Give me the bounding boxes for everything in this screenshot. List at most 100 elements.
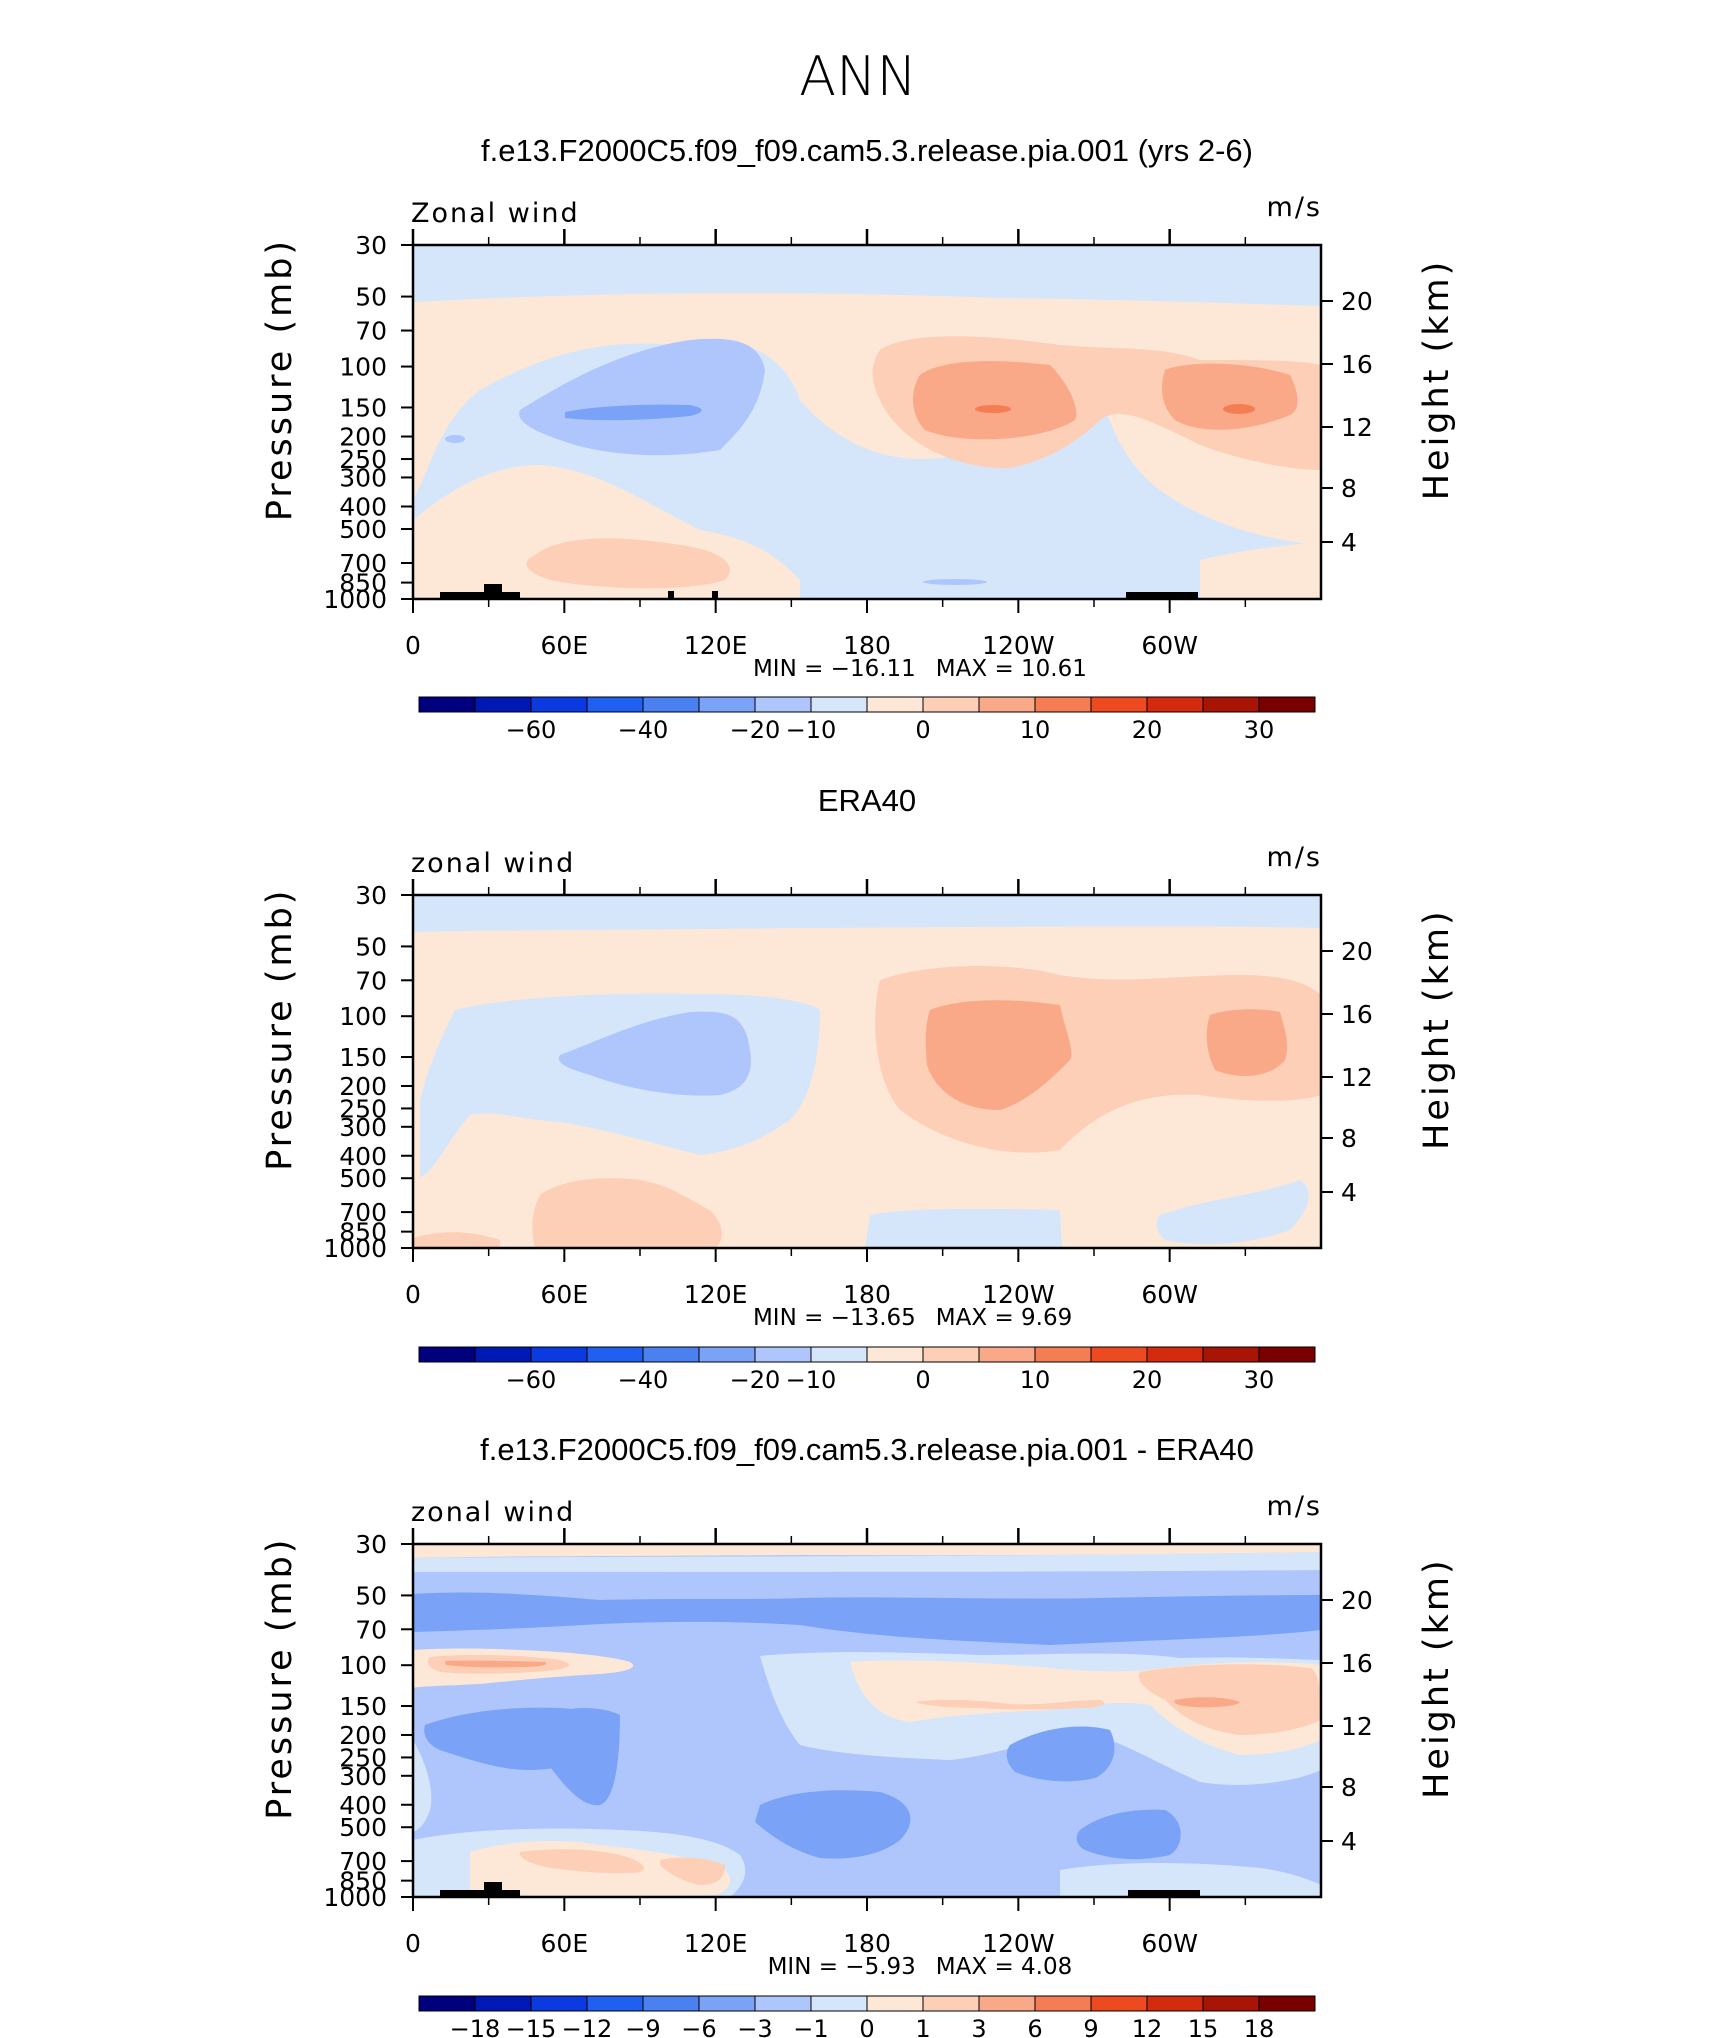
y-tick-label: 200: [339, 1721, 387, 1750]
y-right-tick-label: 16: [1341, 350, 1373, 379]
y-right-tick-label: 12: [1341, 413, 1373, 442]
units-label: m/s: [1267, 192, 1322, 223]
colorbar-tick-label: 6: [1027, 2015, 1042, 2038]
x-tick-label: 0: [405, 1929, 421, 1958]
colorbar-tick-label: 30: [1244, 1366, 1275, 1394]
y-tick-label: 200: [339, 423, 387, 452]
contour-top-lightband: [413, 1552, 1321, 1572]
colorbar-tick-label: 20: [1132, 716, 1163, 744]
y-tick-label: 500: [339, 1813, 387, 1842]
y-axis-title: Pressure (mb): [260, 888, 300, 1171]
contour-pos10-lower: [519, 1849, 644, 1874]
y-tick-label: 30: [355, 881, 387, 910]
colorbar-box: [642, 696, 700, 713]
colorbar-tick-label: −20: [730, 716, 781, 744]
contour-pos10-lower2: [660, 1857, 725, 1885]
contour-neg-lower-east: [1156, 1180, 1309, 1245]
x-tick-label: 180: [843, 1929, 891, 1958]
colorbar-box: [866, 696, 924, 713]
colorbar-tick-label: 18: [1244, 2015, 1275, 2038]
colorbar-box: [586, 1995, 644, 2012]
colorbar-box: [1034, 1346, 1092, 1363]
y-tick-label: 100: [339, 353, 387, 382]
x-tick-label: 120E: [684, 631, 748, 660]
y-tick-label: 500: [339, 515, 387, 544]
panel-model: f.e13.F2000C5.f09_f09.cam5.3.release.pia…: [411, 133, 1323, 601]
colorbar-box: [642, 1346, 700, 1363]
contour-top-pos-band: [413, 1544, 1321, 1558]
y-tick-label: 850: [339, 1867, 387, 1896]
colorbar-box: [1258, 1346, 1316, 1363]
colorbar-tick-label: −3: [737, 2015, 772, 2038]
colorbar-box: [1202, 696, 1260, 713]
y-right-tick-label: 20: [1341, 1586, 1373, 1615]
x-tick-label: 180: [843, 631, 891, 660]
y-tick-label: 400: [339, 1791, 387, 1820]
colorbar-box: [866, 1346, 924, 1363]
y-right-tick-label: 16: [1341, 1649, 1373, 1678]
units-label: m/s: [1267, 1491, 1322, 1522]
y-right-tick-label: 12: [1341, 1063, 1373, 1092]
y-tick-label: 850: [339, 569, 387, 598]
contour-neg10-west: [558, 1011, 751, 1096]
contour-neg10-dot: [445, 435, 465, 443]
y-tick-label: 1000: [323, 585, 387, 614]
y-axis-title: Pressure (mb): [260, 238, 300, 521]
variable-label: Zonal wind: [411, 198, 580, 229]
colorbar-tick-label: −15: [506, 2015, 557, 2038]
y-tick-label: 250: [339, 445, 387, 474]
colorbar-tick-label: −1: [793, 2015, 828, 2038]
contour-neg6-upper: [413, 1592, 1321, 1645]
y-tick-label: 70: [355, 1615, 387, 1644]
y-tick-label: 50: [355, 932, 387, 961]
contour-10-lower: [526, 538, 730, 589]
colorbar-box: [754, 1346, 812, 1363]
x-tick-label: 120W: [982, 631, 1054, 660]
colorbar-tick-label: 0: [859, 2015, 874, 2038]
panel-obs: ERA40 zonal wind m/s: [411, 783, 1323, 1250]
y-tick-label: 250: [339, 1743, 387, 1772]
y-tick-label: 300: [339, 1762, 387, 1791]
y-tick-label: 850: [339, 1218, 387, 1247]
contour-positive-bottom-right: [1200, 542, 1321, 599]
y-right-tick-label: 20: [1341, 937, 1373, 966]
colorbar-tick-label: −9: [625, 2015, 660, 2038]
x-tick-label: 60E: [541, 631, 589, 660]
y-right-axis-title: Height (km): [1417, 259, 1457, 501]
contour-neg6-right: [1006, 1726, 1115, 1782]
y-tick-label: 150: [339, 1692, 387, 1721]
y-tick-label: 70: [355, 317, 387, 346]
colorbar-box: [1146, 696, 1204, 713]
x-tick-label: 60E: [541, 1929, 589, 1958]
colorbar-tick-label: −60: [506, 1366, 557, 1394]
contour-neg-top-band: [413, 895, 1321, 932]
colorbar-tick-label: 0: [915, 716, 930, 744]
y-tick-label: 700: [339, 549, 387, 578]
colorbar-tick-label: −6: [681, 2015, 716, 2038]
colorbar-tick-label: 1: [915, 2015, 930, 2038]
min-label: MIN = −16.11: [753, 656, 916, 682]
colorbar-box: [1258, 696, 1316, 713]
colorbar-tick-label: 0: [915, 1366, 930, 1394]
colorbar-tick-label: −10: [786, 1366, 837, 1394]
colorbar-tick-label: 15: [1188, 2015, 1219, 2038]
contour-10-lower: [532, 1178, 722, 1248]
y-right-axis-title: Height (km): [1417, 1557, 1457, 1799]
y-tick-label: 100: [339, 1651, 387, 1680]
contour-pos20-westupper: [445, 1660, 547, 1668]
colorbar-box: [1034, 696, 1092, 713]
colorbar-tick-label: −40: [618, 1366, 669, 1394]
contour-neg6-lower-east: [1076, 1809, 1181, 1860]
y-tick-label: 300: [339, 1113, 387, 1142]
axes-layer: 3050701001502002503004005007008501000Pre…: [260, 229, 1457, 2038]
y-right-tick-label: 8: [1341, 474, 1357, 503]
colorbar-box: [698, 1346, 756, 1363]
y-tick-label: 250: [339, 1094, 387, 1123]
colorbar-box: [754, 696, 812, 713]
colorbar-box: [922, 696, 980, 713]
y-tick-label: 700: [339, 1847, 387, 1876]
panel-title: f.e13.F2000C5.f09_f09.cam5.3.release.pia…: [481, 133, 1253, 168]
x-tick-label: 60E: [541, 1280, 589, 1309]
max-label: MAX = 4.08: [936, 1954, 1072, 1980]
